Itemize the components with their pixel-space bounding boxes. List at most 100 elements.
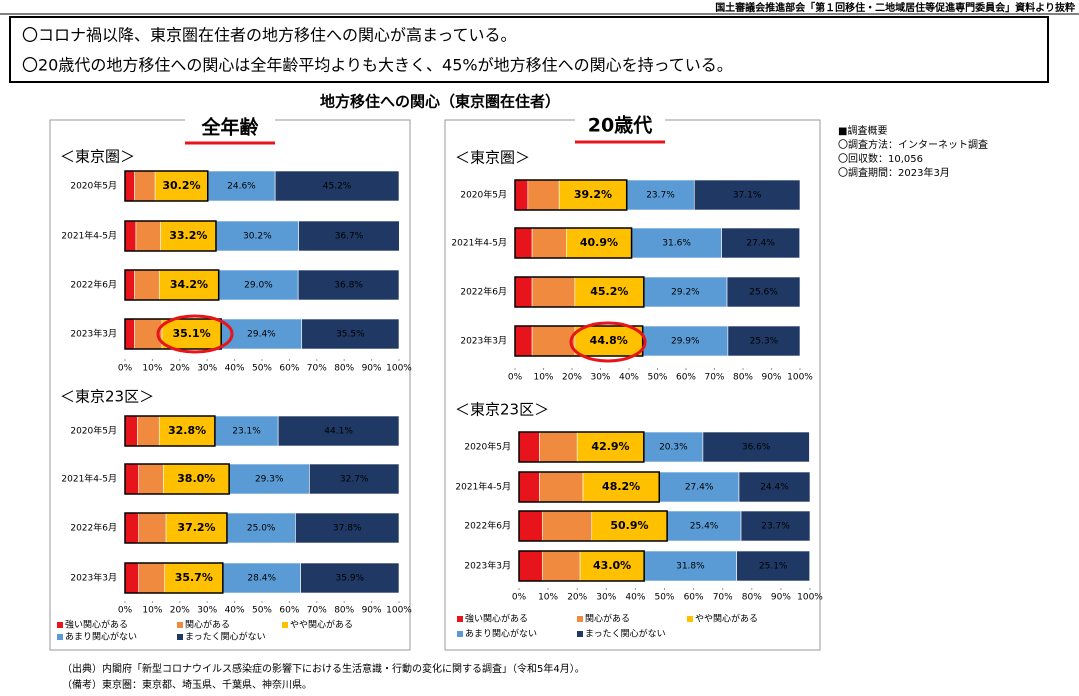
bar-segment: [138, 562, 166, 594]
total-box: [124, 170, 209, 202]
y-tick-label: 2021年4-5月: [451, 237, 507, 249]
bar-segment: [158, 269, 220, 301]
bar-segment: [643, 431, 704, 463]
bar-segment: [576, 431, 645, 463]
x-tick-label: 80%: [733, 373, 753, 383]
value-label: 25.4%: [690, 522, 719, 532]
bar-segment: [558, 179, 628, 211]
bar-segment: [218, 269, 299, 301]
bar-segment: [300, 562, 400, 594]
bar-segment: [574, 276, 645, 308]
total-label: 45.2%: [590, 285, 628, 298]
bar-segment: [736, 550, 811, 582]
total-label: 35.7%: [175, 571, 213, 584]
total-label: 33.2%: [169, 229, 207, 242]
y-tick-label: 2021年4-5月: [61, 230, 117, 242]
bar-segment: [138, 512, 167, 544]
bar-segment: [702, 431, 810, 463]
x-tick-label: 10%: [538, 593, 558, 603]
x-tick-label: 80%: [742, 593, 762, 603]
x-tick-label: 30%: [590, 373, 610, 383]
legend-swatch: [57, 622, 63, 628]
value-label: 37.8%: [333, 524, 362, 534]
bar-segment: [514, 227, 533, 259]
y-tick-label: 2023年3月: [460, 335, 507, 347]
bar-segment: [301, 318, 400, 350]
x-tick-label: 60%: [684, 593, 704, 603]
total-box: [124, 220, 217, 252]
bar-segment: [226, 512, 296, 544]
legend-label: まったく関心がない: [585, 628, 666, 640]
total-label: 48.2%: [602, 480, 640, 493]
x-tick-label: 100%: [797, 593, 823, 603]
x-tick-label: 40%: [625, 593, 645, 603]
legend-swatch: [577, 616, 583, 622]
x-tick-label: 30%: [197, 364, 217, 374]
value-label: 31.6%: [662, 239, 691, 249]
survey-line: 〇調査期間：2023年3月: [838, 166, 950, 179]
bar-segment: [518, 510, 543, 542]
bar-segment: [137, 415, 160, 447]
bar-segment: [298, 220, 400, 252]
x-tick-label: 70%: [307, 364, 327, 374]
x-tick-label: 70%: [307, 606, 327, 616]
bar-segment: [124, 318, 135, 350]
value-label: 27.4%: [685, 483, 714, 493]
total-label: 43.0%: [593, 559, 631, 572]
bar-segment: [309, 463, 400, 495]
y-tick-label: 2020年5月: [70, 425, 117, 437]
bar-segment: [643, 550, 737, 582]
total-box: [514, 227, 633, 259]
y-tick-label: 2021年4-5月: [61, 473, 117, 485]
legend-label: まったく関心がない: [185, 631, 266, 643]
total-label: 34.2%: [170, 278, 208, 291]
x-tick-label: 40%: [619, 373, 639, 383]
bar-segment: [138, 463, 164, 495]
total-box: [124, 562, 224, 594]
total-box: [514, 325, 644, 357]
x-tick-label: 70%: [713, 593, 733, 603]
value-label: 25.6%: [749, 288, 778, 298]
x-tick-label: 20%: [170, 606, 190, 616]
bar-segment: [161, 318, 222, 350]
bar-segment: [658, 471, 740, 503]
bar-segment: [295, 512, 400, 544]
bar-segment: [124, 463, 139, 495]
x-tick-label: 60%: [676, 373, 696, 383]
value-label: 23.7%: [761, 522, 790, 532]
bar-segment: [215, 220, 300, 252]
bar-segment: [228, 463, 310, 495]
value-label: 23.7%: [646, 191, 675, 201]
heading-bg: [185, 115, 275, 141]
value-label: 29.0%: [244, 281, 273, 291]
legend-label: 関心がある: [185, 619, 230, 631]
value-label: 36.6%: [742, 443, 771, 453]
bar-segment: [124, 512, 139, 544]
x-tick-label: 0%: [118, 364, 133, 374]
legend-label: あまり関心がない: [465, 628, 537, 640]
bar-segment: [539, 471, 584, 503]
value-label: 27.4%: [746, 239, 775, 249]
y-tick-label: 2022年6月: [70, 279, 117, 291]
chart-subtitle: ＜東京圏＞: [60, 148, 135, 166]
y-tick-label: 2023年3月: [70, 328, 117, 340]
bar-segment: [297, 269, 400, 301]
x-tick-label: 40%: [225, 364, 245, 374]
bar-segment: [124, 170, 135, 202]
x-tick-label: 90%: [761, 373, 781, 383]
legend-label: 強い関心がある: [65, 619, 128, 631]
total-label: 38.0%: [177, 472, 215, 485]
legend-swatch: [577, 631, 583, 637]
value-label: 28.4%: [247, 574, 276, 584]
value-label: 25.0%: [247, 524, 276, 534]
x-tick-label: 50%: [252, 364, 272, 374]
bar-segment: [124, 415, 138, 447]
bar-segment: [124, 220, 137, 252]
x-tick-label: 10%: [142, 364, 162, 374]
x-tick-label: 0%: [512, 593, 527, 603]
x-tick-label: 40%: [225, 606, 245, 616]
value-label: 45.2%: [323, 182, 352, 192]
main-title: 地方移住への関心（東京圏在住者）: [320, 93, 560, 111]
bar-segment: [579, 550, 645, 582]
